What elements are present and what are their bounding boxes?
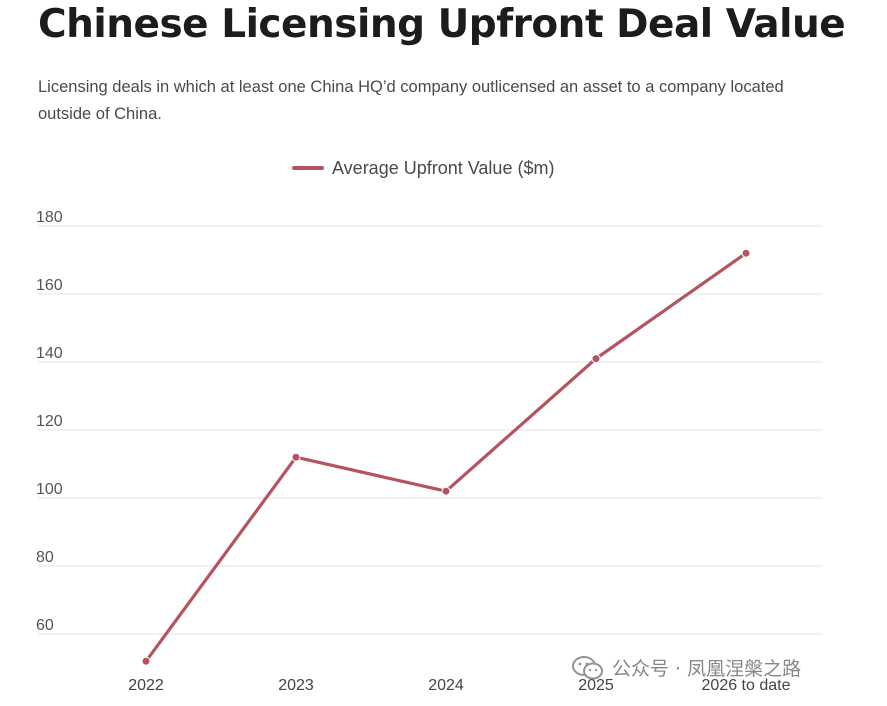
legend: Average Upfront Value ($m) <box>292 158 554 178</box>
x-tick-label: 2024 <box>428 677 464 694</box>
data-point-2023[interactable] <box>291 452 301 462</box>
y-tick-label: 120 <box>36 413 63 430</box>
chart-subtitle: Licensing deals in which at least one Ch… <box>38 78 784 123</box>
data-point-2022[interactable] <box>141 656 151 666</box>
y-tick-label: 80 <box>36 549 54 566</box>
chart-title: Chinese Licensing Upfront Deal Value <box>38 2 846 47</box>
data-point-2024[interactable] <box>441 486 451 496</box>
data-point-2026-to-date[interactable] <box>741 248 751 258</box>
watermark: 公众号 · 凤凰涅槃之路 <box>572 654 801 681</box>
y-tick-label: 180 <box>36 209 63 226</box>
y-tick-label: 140 <box>36 345 63 362</box>
legend-label: Average Upfront Value ($m) <box>332 158 554 178</box>
data-point-2025[interactable] <box>591 354 601 364</box>
y-tick-label: 160 <box>36 277 63 294</box>
x-axis: 2022 2023 2024 2025 2026 to date <box>128 677 790 694</box>
series-average-upfront-value <box>141 248 751 666</box>
x-tick-label: 2026 to date <box>702 677 791 694</box>
y-tick-label: 60 <box>36 617 54 634</box>
wechat-icon <box>572 655 603 679</box>
series-line <box>144 251 748 663</box>
watermark-text: 公众号 · 凤凰涅槃之路 <box>612 658 802 680</box>
y-axis: 60 80 100 120 140 160 180 <box>36 209 63 634</box>
x-tick-label: 2023 <box>278 677 314 694</box>
x-tick-label: 2025 <box>578 677 614 694</box>
y-tick-label: 100 <box>36 481 63 498</box>
x-tick-label: 2022 <box>128 677 164 694</box>
gridlines <box>38 225 822 635</box>
